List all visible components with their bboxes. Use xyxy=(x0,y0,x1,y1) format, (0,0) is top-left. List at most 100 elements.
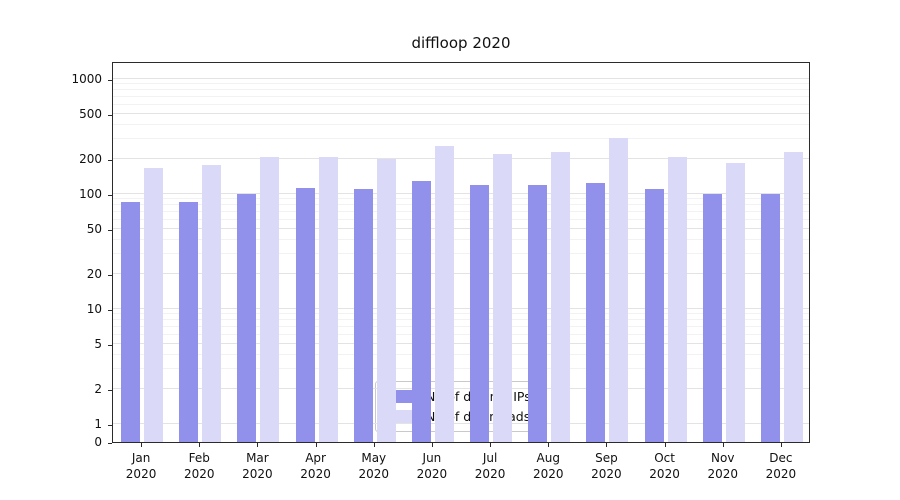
y-tick-mark xyxy=(108,195,112,196)
gridline-major xyxy=(113,193,809,194)
y-tick-mark xyxy=(108,310,112,311)
gridline-major xyxy=(113,112,809,114)
x-tick-label: Jul 2020 xyxy=(460,451,520,482)
x-tick-label: Dec 2020 xyxy=(751,451,811,482)
y-tick-label: 200 xyxy=(79,152,102,167)
y-tick-label: 10 xyxy=(86,302,102,316)
bar-nb-of-downloads xyxy=(783,152,803,442)
gridline-major xyxy=(113,388,809,390)
year-label: 2020 xyxy=(125,466,157,481)
month-label: Apr xyxy=(305,451,326,465)
y-tick-label: 500 xyxy=(79,106,102,121)
month-label: Aug xyxy=(536,451,560,465)
bar-nb-of-distinct-ips xyxy=(528,184,548,442)
y-tick-mark xyxy=(108,443,112,444)
gridline-minor xyxy=(113,253,809,255)
gridline-major xyxy=(113,78,809,79)
bar-nb-of-downloads xyxy=(434,146,454,442)
x-tick-label: Mar 2020 xyxy=(227,451,287,482)
bar-nb-of-distinct-ips xyxy=(353,189,373,442)
x-tick-mark xyxy=(431,443,433,447)
bar-nb-of-downloads xyxy=(260,156,280,442)
x-tick-label: Oct 2020 xyxy=(635,451,695,482)
bar-nb-of-downloads xyxy=(144,167,164,442)
gridline-minor xyxy=(113,319,809,321)
bar-nb-of-distinct-ips xyxy=(644,189,664,442)
x-tick-mark xyxy=(548,443,550,447)
y-tick-label: 100 xyxy=(79,187,102,201)
x-tick-mark xyxy=(490,443,492,447)
gridline-minor xyxy=(113,204,809,206)
y-tick-mark xyxy=(108,344,112,346)
x-tick-label: Jan 2020 xyxy=(111,451,171,482)
x-tick-mark xyxy=(199,443,201,447)
plot-area: Nb of distinct IPs Nb of downloads xyxy=(112,62,810,443)
gridline-minor xyxy=(113,210,809,212)
bar-nb-of-distinct-ips xyxy=(411,180,431,442)
y-tick-label: 20 xyxy=(86,267,102,282)
x-tick-mark xyxy=(315,443,317,447)
bar-nb-of-distinct-ips xyxy=(760,194,780,442)
x-tick-label: May 2020 xyxy=(344,451,404,482)
gridline-minor xyxy=(113,333,809,335)
y-tick-label: 2 xyxy=(94,382,102,397)
gridline-minor xyxy=(113,313,809,315)
year-label: 2020 xyxy=(765,466,797,481)
y-tick-label: 0 xyxy=(94,435,102,449)
bar-nb-of-distinct-ips xyxy=(295,188,315,442)
y-tick-mark xyxy=(108,229,112,231)
bar-nb-of-downloads xyxy=(725,163,745,442)
y-tick-mark xyxy=(108,390,112,392)
bar-nb-of-downloads xyxy=(667,156,687,442)
x-tick-label: Sep 2020 xyxy=(576,451,636,482)
bar-nb-of-downloads xyxy=(551,152,571,442)
y-tick-label: 1000 xyxy=(71,72,102,86)
month-label: Jun xyxy=(422,451,442,465)
year-label: 2020 xyxy=(649,466,680,481)
x-tick-mark xyxy=(257,443,259,447)
bar-nb-of-distinct-ips xyxy=(586,182,606,442)
gridline-major xyxy=(113,227,809,229)
y-tick-mark xyxy=(108,80,112,81)
year-label: 2020 xyxy=(474,466,506,481)
gridline-minor xyxy=(113,238,809,240)
bar-nb-of-distinct-ips xyxy=(702,194,722,442)
y-tick-label: 50 xyxy=(86,221,102,236)
bar-nb-of-downloads xyxy=(609,137,629,442)
x-tick-mark xyxy=(664,443,666,447)
gridline-major xyxy=(113,423,809,424)
x-tick-mark xyxy=(722,443,724,447)
gridline-minor xyxy=(113,198,809,200)
gridline-minor xyxy=(113,138,809,140)
x-tick-mark xyxy=(780,443,782,447)
y-tick-mark xyxy=(108,425,112,426)
gridline-minor xyxy=(113,103,809,105)
gridline-minor xyxy=(113,95,809,97)
month-label: Jan xyxy=(131,451,151,465)
bar-nb-of-downloads xyxy=(202,164,222,442)
year-label: 2020 xyxy=(532,466,564,481)
x-tick-mark xyxy=(141,443,143,447)
month-label: Mar xyxy=(246,451,269,465)
gridline-major xyxy=(113,342,809,344)
gridline-minor xyxy=(113,123,809,125)
year-label: 2020 xyxy=(707,466,739,481)
month-label: Feb xyxy=(188,451,210,465)
gridline-minor xyxy=(113,325,809,327)
bar-nb-of-downloads xyxy=(376,159,396,442)
x-tick-label: Jun 2020 xyxy=(402,451,462,482)
year-label: 2020 xyxy=(242,466,273,481)
gridline-major xyxy=(113,158,809,160)
month-label: Oct xyxy=(654,451,675,465)
y-tick-label: 1 xyxy=(94,417,102,431)
bar-nb-of-distinct-ips xyxy=(179,201,199,442)
bar-nb-of-distinct-ips xyxy=(121,201,141,442)
month-label: Jul xyxy=(482,451,498,465)
x-tick-mark xyxy=(606,443,608,447)
year-label: 2020 xyxy=(300,466,331,481)
year-label: 2020 xyxy=(416,466,448,481)
gridline-major xyxy=(113,308,809,309)
x-tick-label: Feb 2020 xyxy=(169,451,229,482)
x-tick-label: Aug 2020 xyxy=(518,451,578,482)
